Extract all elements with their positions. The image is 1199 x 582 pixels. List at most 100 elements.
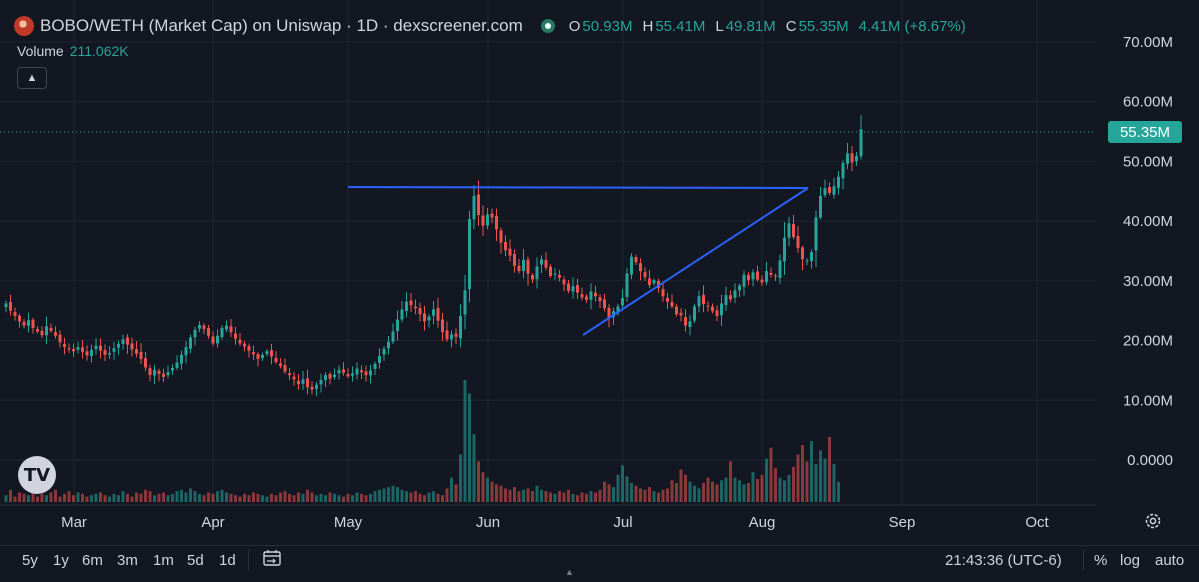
resize-handle-icon[interactable]: ▲ (565, 567, 574, 577)
volume-bar (531, 491, 534, 502)
volume-bar (423, 495, 426, 502)
volume-bar (13, 496, 17, 502)
auto-scale-button[interactable]: auto (1155, 552, 1185, 569)
candle-body (292, 376, 296, 380)
price-axis[interactable]: 0.0000 10.00M 20.00M 30.00M 40.00M 50.00M 60.0… (1123, 34, 1173, 469)
support-trendline[interactable] (582, 187, 809, 336)
timeframe-3m-button[interactable]: 3m (117, 552, 138, 569)
volume-bar (382, 488, 386, 502)
resistance-trendline[interactable] (347, 186, 809, 189)
candle-body (729, 295, 732, 300)
collapse-legend-button[interactable]: ▲ (17, 67, 47, 89)
candle-body (490, 213, 494, 218)
volume-bar (702, 483, 705, 502)
volume-bar (387, 487, 390, 502)
volume-bar (216, 491, 219, 502)
candle-body (571, 286, 575, 292)
volume-bar (472, 434, 476, 502)
candle-body (319, 379, 323, 385)
volume-bar (756, 478, 759, 502)
timeframe-5d-button[interactable]: 5d (187, 552, 204, 569)
x-tick-label: Jul (613, 514, 632, 531)
candle-body (58, 334, 62, 343)
y-tick-label: 0.0000 (1127, 452, 1173, 469)
candle-body (477, 194, 480, 216)
volume-bar (166, 495, 170, 502)
candle-body (301, 379, 305, 384)
log-scale-button[interactable]: log (1120, 552, 1141, 569)
candle-body (828, 186, 831, 193)
y-tick-label: 60.00M (1123, 94, 1173, 111)
volume-bar (247, 495, 251, 502)
timeframe-6m-button[interactable]: 6m (82, 552, 103, 569)
volume-bar (535, 485, 539, 502)
candle-body (621, 298, 624, 306)
volume-bar (706, 477, 710, 502)
percent-scale-button[interactable]: % (1094, 552, 1108, 569)
candle-body (522, 259, 525, 272)
volume-bar (598, 489, 602, 502)
candle-body (472, 195, 476, 220)
volume-bar (445, 488, 449, 502)
candle-body (495, 215, 498, 230)
y-tick-label: 70.00M (1123, 34, 1173, 51)
volume-bar (486, 477, 489, 502)
volume-bar (229, 493, 233, 502)
volume-bar (594, 492, 597, 502)
volume-bar (243, 493, 246, 502)
gear-icon[interactable] (1144, 512, 1162, 530)
volume-bar (378, 489, 381, 502)
visibility-eye-icon[interactable] (540, 19, 555, 33)
volume-bar (508, 489, 512, 502)
candle-body (216, 335, 219, 344)
volume-bar (202, 495, 206, 502)
tradingview-logo-icon[interactable]: TV (18, 456, 56, 494)
volume-bar (783, 480, 786, 502)
candle-body (121, 339, 125, 345)
candle-body (679, 312, 683, 316)
volume-bar (589, 491, 593, 502)
chevron-up-icon: ▲ (26, 72, 38, 84)
candle-body (423, 313, 426, 322)
clock-timezone[interactable]: 21:43:36 (UTC-6) (945, 552, 1062, 569)
candle-body (760, 279, 764, 283)
calendar-range-icon[interactable] (262, 549, 282, 567)
candle-body (220, 327, 224, 338)
candle-body (787, 223, 791, 238)
volume-bar (715, 484, 719, 502)
volume-bar (558, 491, 561, 502)
timeframe-5y-button[interactable]: 5y (22, 552, 38, 569)
candle-body (27, 320, 30, 326)
volume-bar (409, 492, 413, 502)
candle-body (711, 306, 714, 312)
candle-body (202, 325, 206, 330)
candle-body (823, 188, 827, 196)
volume-bar (342, 496, 345, 502)
timeframe-1m-button[interactable]: 1m (153, 552, 174, 569)
timeframe-1y-button[interactable]: 1y (53, 552, 69, 569)
high-label: H (642, 17, 654, 35)
candle-body (751, 272, 755, 280)
volume-bar (270, 493, 273, 502)
volume-bar (418, 493, 422, 502)
candle-body (481, 215, 485, 226)
last-price-tag: 55.35M (1108, 121, 1182, 143)
volume-bar (373, 491, 377, 502)
time-axis[interactable]: Mar Apr May Jun Jul Aug Sep Oct (61, 514, 1049, 531)
candle-body (738, 285, 741, 291)
candle-body (153, 369, 156, 376)
candle-body (243, 343, 246, 347)
volume-bar (198, 493, 201, 502)
candle-body (378, 356, 381, 364)
timeframe-1d-button[interactable]: 1d (219, 552, 236, 569)
candle-body (283, 365, 287, 372)
candle-body (148, 368, 152, 376)
volume-bar (810, 441, 813, 502)
volume-bar (490, 481, 494, 502)
candle-body (4, 303, 8, 308)
candle-body (778, 260, 782, 278)
candle-body (238, 339, 242, 344)
volume-bar (769, 447, 773, 502)
volume-bar (724, 477, 728, 502)
